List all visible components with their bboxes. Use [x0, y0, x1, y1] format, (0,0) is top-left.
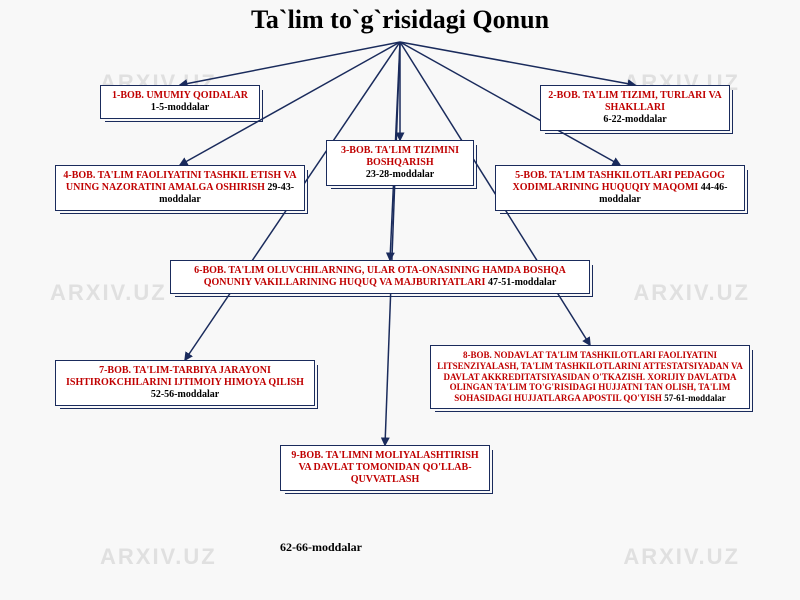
- chapter-articles: 1-5-moddalar: [151, 102, 209, 113]
- chapter-articles: 47-51-moddalar: [488, 277, 556, 288]
- chapter-box-9: 9-BOB. TA'LIMNI MOLIYALASHTIRISH VA DAVL…: [280, 445, 490, 491]
- chapter-heading: 3-BOB. TA'LIM TIZIMINI BOSHQARISH: [341, 145, 459, 168]
- watermark: ARXIV.UZ: [100, 544, 217, 570]
- chapter-heading: 1-BOB. UMUMIY QOIDALAR: [112, 90, 248, 101]
- stray-articles-text: 62-66-moddalar: [280, 540, 362, 555]
- chapter-heading: 5-BOB. TA'LIM TASHKILOTLARI PEDAGOG XODI…: [513, 170, 725, 193]
- chapter-articles: 57-61-moddalar: [664, 393, 726, 403]
- chapter-heading: 7-BOB. TA'LIM-TARBIYA JARAYONI ISHTIROKC…: [66, 365, 304, 388]
- chapter-box-1: 1-BOB. UMUMIY QOIDALAR 1-5-moddalar: [100, 85, 260, 119]
- chapter-box-4: 4-BOB. TA'LIM FAOLIYATINI TASHKIL ETISH …: [55, 165, 305, 211]
- chapter-articles: 6-22-moddalar: [603, 114, 666, 125]
- chapter-box-5: 5-BOB. TA'LIM TASHKILOTLARI PEDAGOG XODI…: [495, 165, 745, 211]
- chapter-box-7: 7-BOB. TA'LIM-TARBIYA JARAYONI ISHTIROKC…: [55, 360, 315, 406]
- chapter-box-2: 2-BOB. TA'LIM TIZIMI, TURLARI VA SHAKLLA…: [540, 85, 730, 131]
- chapter-articles: 52-56-moddalar: [151, 389, 219, 400]
- chapter-heading: 2-BOB. TA'LIM TIZIMI, TURLARI VA SHAKLLA…: [548, 90, 721, 113]
- chapter-heading: 9-BOB. TA'LIMNI MOLIYALASHTIRISH VA DAVL…: [291, 450, 478, 485]
- chapter-box-6: 6-BOB. TA'LIM OLUVCHILARNING, ULAR OTA-O…: [170, 260, 590, 294]
- watermark: ARXIV.UZ: [50, 280, 167, 306]
- chapter-heading: 4-BOB. TA'LIM FAOLIYATINI TASHKIL ETISH …: [63, 170, 296, 193]
- watermark: ARXIV.UZ: [623, 544, 740, 570]
- chapter-box-3: 3-BOB. TA'LIM TIZIMINI BOSHQARISH 23-28-…: [326, 140, 474, 186]
- chapter-articles: 23-28-moddalar: [366, 169, 434, 180]
- chapter-box-8: 8-BOB. NODAVLAT TA'LIM TASHKILOTLARI FAO…: [430, 345, 750, 409]
- watermark: ARXIV.UZ: [633, 280, 750, 306]
- diagram-title: Ta`lim to`g`risidagi Qonun: [0, 5, 800, 35]
